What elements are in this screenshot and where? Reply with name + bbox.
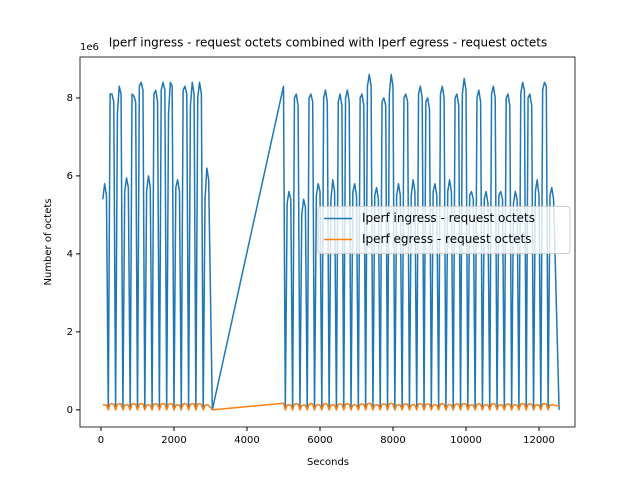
offset-text: 1e6	[80, 42, 99, 53]
plot-frame	[79, 56, 576, 428]
x-tick-label: 0	[98, 435, 104, 446]
series-line	[102, 402, 560, 411]
legend-box	[317, 206, 571, 254]
x-tick-label: 6000	[307, 435, 332, 446]
y-tick-label: 4	[67, 249, 73, 260]
y-tick-label: 2	[67, 327, 73, 338]
legend-label: Iperf egress - request octets	[362, 232, 531, 246]
legend-label: Iperf ingress - request octets	[362, 211, 535, 225]
x-tick-label: 8000	[380, 435, 405, 446]
x-tick-label: 4000	[234, 435, 259, 446]
y-axis-label: Number of octets	[43, 199, 54, 286]
x-tick-label: 10000	[450, 435, 482, 446]
chart-title: Iperf ingress - request octets combined …	[109, 36, 548, 50]
series-line	[102, 73, 560, 411]
y-tick-label: 8	[67, 93, 73, 104]
y-tick-label: 0	[67, 405, 73, 416]
x-tick-label: 2000	[161, 435, 186, 446]
y-tick-label: 6	[67, 171, 73, 182]
x-axis-label: Seconds	[307, 457, 349, 468]
x-tick-label: 12000	[523, 435, 555, 446]
